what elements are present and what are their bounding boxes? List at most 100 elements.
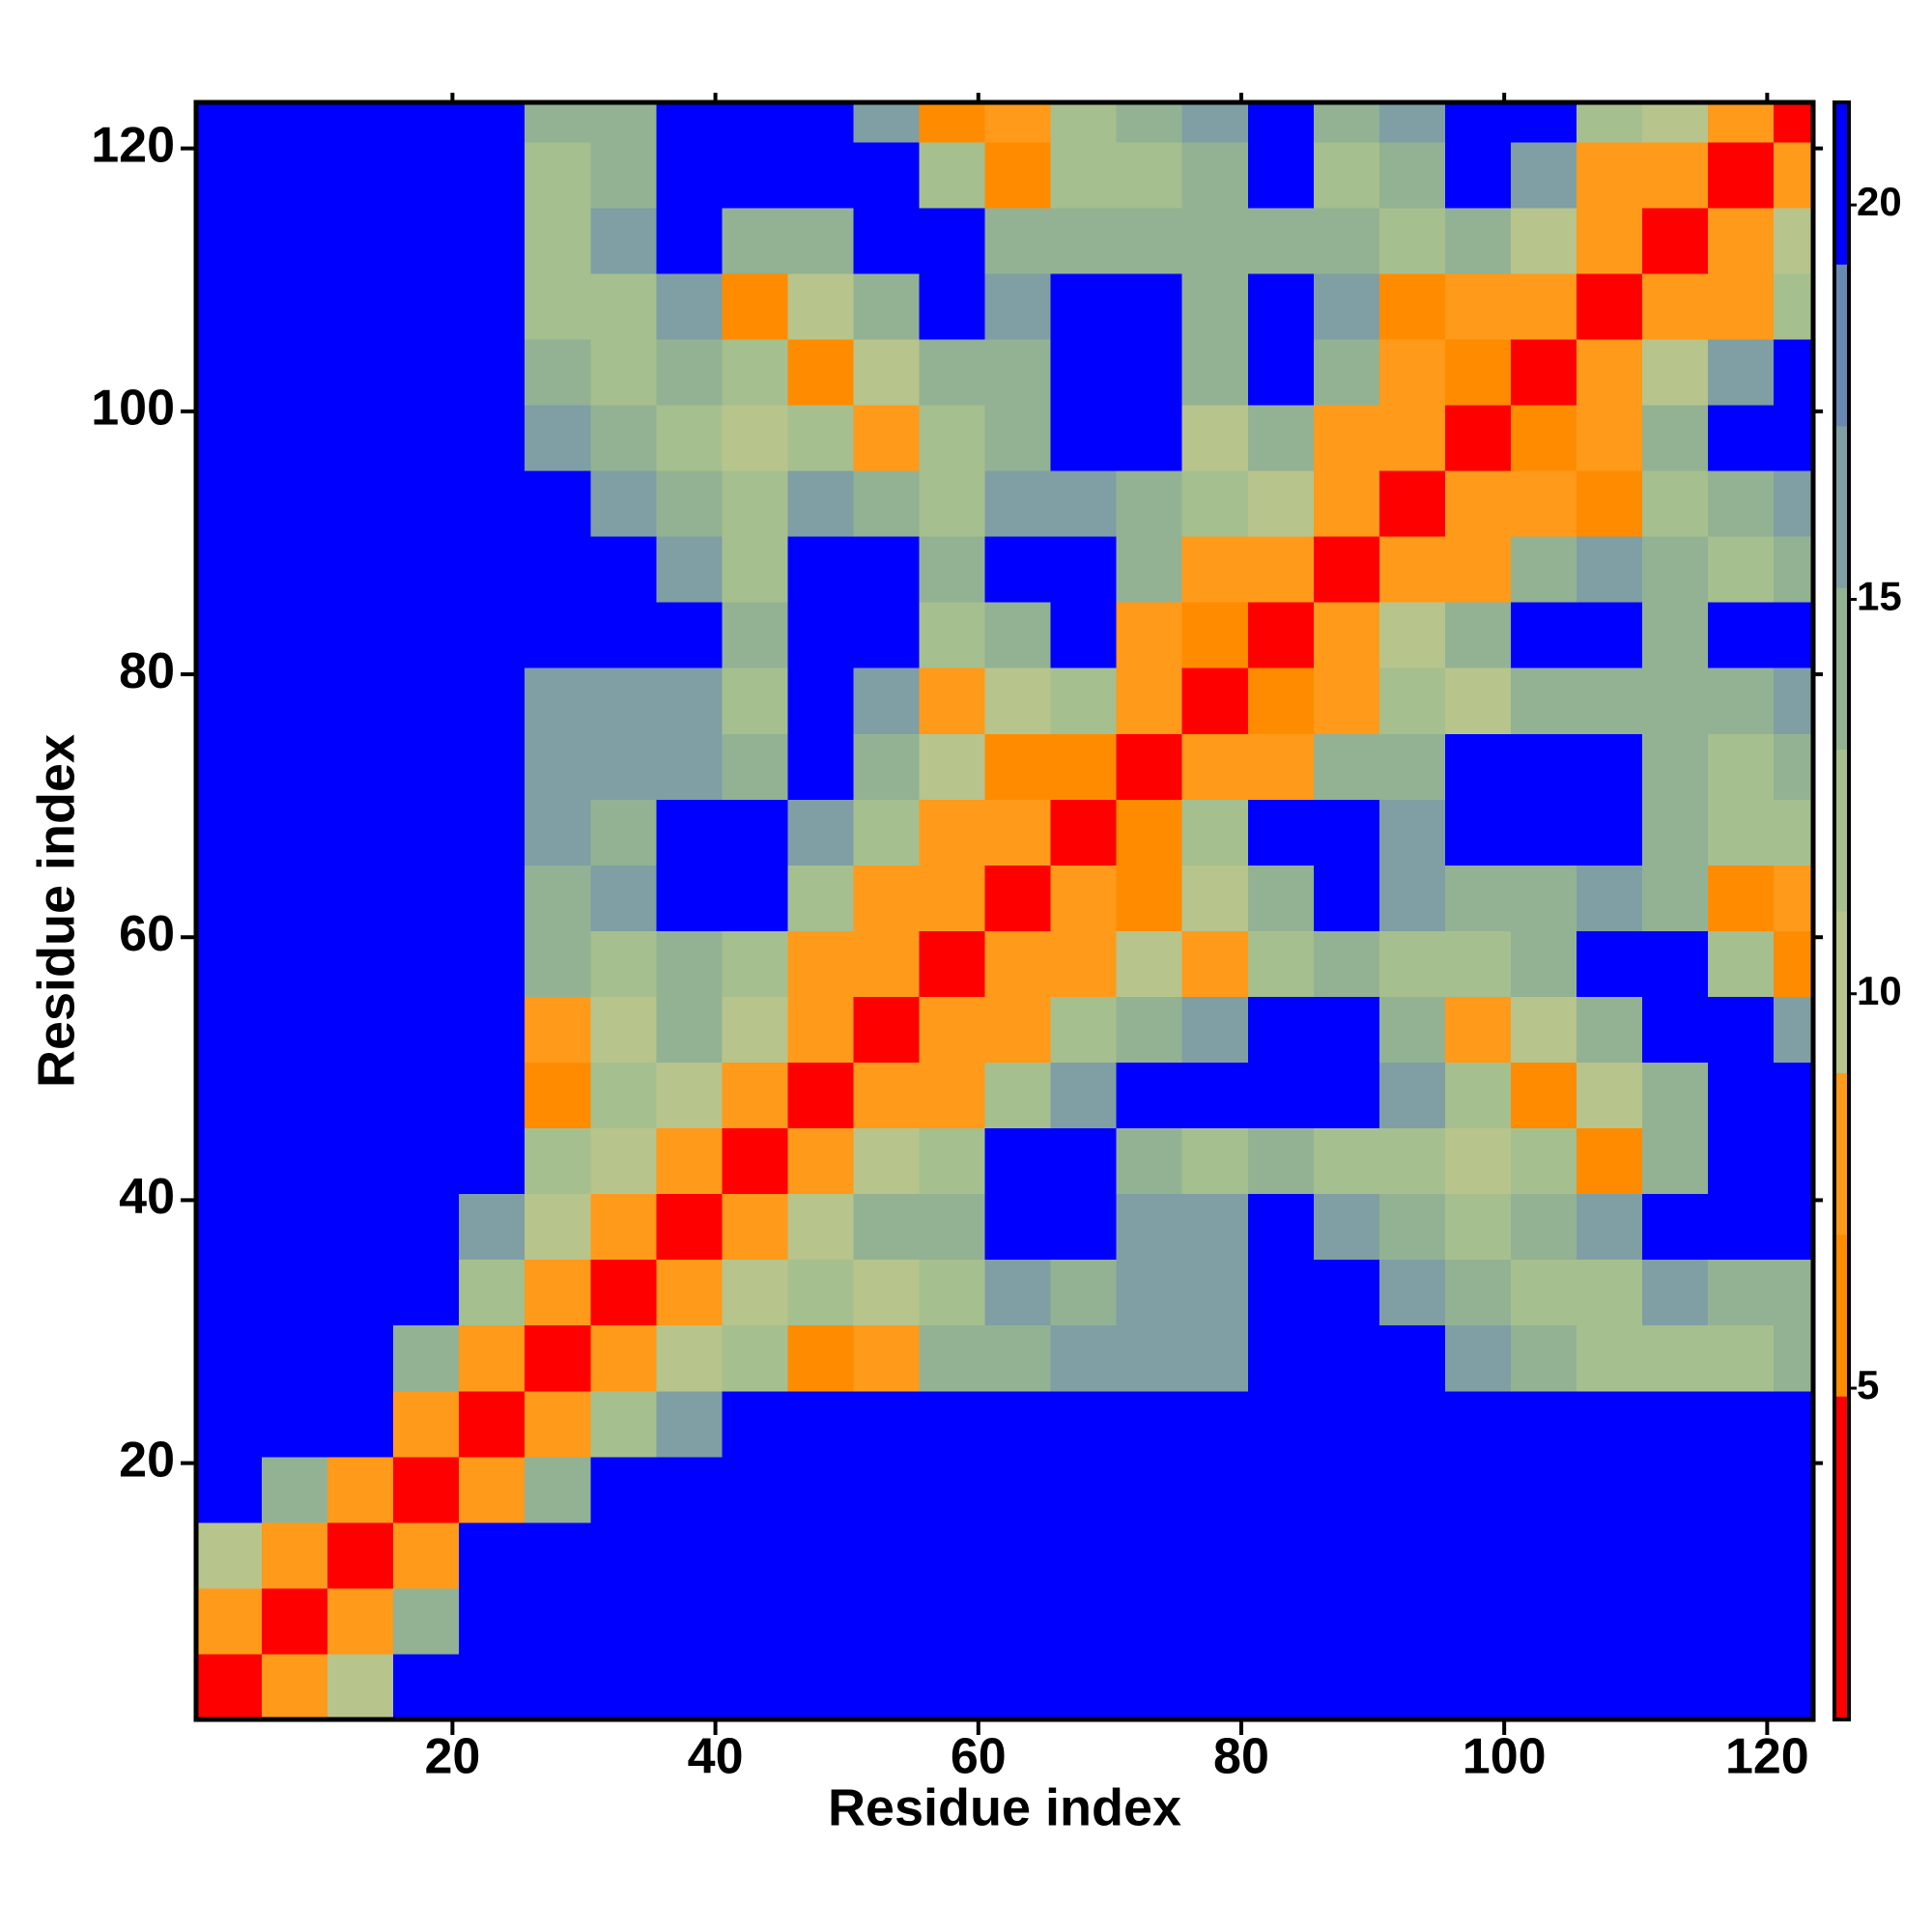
heat-cell <box>1378 1653 1446 1719</box>
heat-cell <box>1313 865 1380 931</box>
heat-cell <box>1708 102 1775 143</box>
heat-cell <box>853 930 921 997</box>
heat-cell <box>262 1062 328 1129</box>
heat-cell <box>1181 1653 1249 1719</box>
heat-cell <box>1050 602 1118 668</box>
heat-cell <box>525 799 591 866</box>
heat-cell <box>1577 536 1643 603</box>
heat-cell <box>459 1390 526 1458</box>
heat-cell <box>919 207 986 274</box>
heat-cell <box>1444 602 1512 668</box>
heat-cell <box>722 536 788 603</box>
heat-cell <box>984 865 1052 931</box>
heat-cell <box>1708 1653 1775 1719</box>
plot-frame <box>193 99 1816 1722</box>
colorbar-band <box>1834 587 1849 751</box>
heat-cell <box>787 1521 854 1589</box>
heat-cell <box>656 996 723 1064</box>
heat-cell <box>919 405 986 471</box>
heat-cell <box>1510 733 1577 800</box>
heat-cell <box>393 602 460 668</box>
heat-cell <box>1181 405 1249 471</box>
heat-cell <box>1708 1193 1775 1261</box>
heat-cell <box>393 1653 460 1719</box>
heat-cell <box>1116 930 1183 997</box>
heat-cell <box>590 141 657 209</box>
heat-cell <box>1510 1456 1577 1523</box>
heat-cell <box>525 338 591 406</box>
colorbar-band <box>1834 102 1849 265</box>
heat-cell <box>919 1456 986 1523</box>
heat-cell <box>1708 865 1775 931</box>
heat-cell <box>1313 1324 1380 1392</box>
heat-cell <box>1247 865 1315 931</box>
heat-cell <box>1774 1390 1813 1458</box>
heat-cell <box>787 1587 854 1655</box>
heat-cell <box>1444 1390 1512 1458</box>
heat-cell <box>459 1456 526 1523</box>
heat-cell <box>327 1193 394 1261</box>
heat-cell <box>1444 141 1512 209</box>
heat-cell <box>656 405 723 471</box>
heat-cell <box>919 668 986 734</box>
heat-cell <box>1642 930 1709 997</box>
heat-cell <box>196 1324 263 1392</box>
heat-cell <box>1378 602 1446 668</box>
heat-cell <box>1510 799 1577 866</box>
heat-cell <box>1116 470 1183 537</box>
heat-cell <box>919 1259 986 1326</box>
heat-cell <box>1708 405 1775 471</box>
heat-cell <box>1510 141 1577 209</box>
heat-cell <box>262 470 328 537</box>
heat-cell <box>1510 536 1577 603</box>
heat-cell <box>919 996 986 1064</box>
heat-cell <box>196 141 263 209</box>
heat-cell <box>1774 272 1813 340</box>
heat-cell <box>196 733 263 800</box>
heat-cell <box>196 865 263 931</box>
heat-cell <box>1708 1587 1775 1655</box>
heat-cell <box>1050 668 1118 734</box>
heat-cell <box>525 1653 591 1719</box>
heat-cell <box>525 930 591 997</box>
heat-cell <box>1247 668 1315 734</box>
heat-cell <box>1577 1653 1643 1719</box>
heat-cell <box>327 996 394 1064</box>
heat-cell <box>722 207 788 274</box>
colorbar-band <box>1834 425 1849 588</box>
heat-cell <box>1050 1127 1118 1195</box>
heat-cell <box>853 1456 921 1523</box>
heat-cell <box>853 799 921 866</box>
heat-cell <box>262 865 328 931</box>
heat-cell <box>1050 338 1118 406</box>
heat-cell <box>1708 470 1775 537</box>
heat-cell <box>853 733 921 800</box>
heat-cell <box>853 141 921 209</box>
heat-cell <box>459 102 526 143</box>
heat-cell <box>393 733 460 800</box>
heat-cell <box>327 602 394 668</box>
heat-cell <box>1577 865 1643 931</box>
heat-cell <box>1642 1062 1709 1129</box>
heat-cell <box>262 799 328 866</box>
heat-cell <box>1116 733 1183 800</box>
heat-cell <box>722 141 788 209</box>
heat-cell <box>1577 1521 1643 1589</box>
heat-cell <box>525 865 591 931</box>
heat-cell <box>1378 405 1446 471</box>
heat-cell <box>1510 405 1577 471</box>
heat-cell <box>1116 1653 1183 1719</box>
heat-cell <box>1247 799 1315 866</box>
heat-cell <box>1116 536 1183 603</box>
heat-cell <box>393 207 460 274</box>
heat-cell <box>327 668 394 734</box>
heat-cell <box>1444 733 1512 800</box>
heat-cell <box>656 602 723 668</box>
heat-cell <box>1642 1456 1709 1523</box>
heat-cell <box>1774 668 1813 734</box>
heat-cell <box>1181 1127 1249 1195</box>
heat-cell <box>1050 207 1118 274</box>
heat-cell <box>1378 865 1446 931</box>
heat-cell <box>1181 141 1249 209</box>
heat-cell <box>722 1456 788 1523</box>
